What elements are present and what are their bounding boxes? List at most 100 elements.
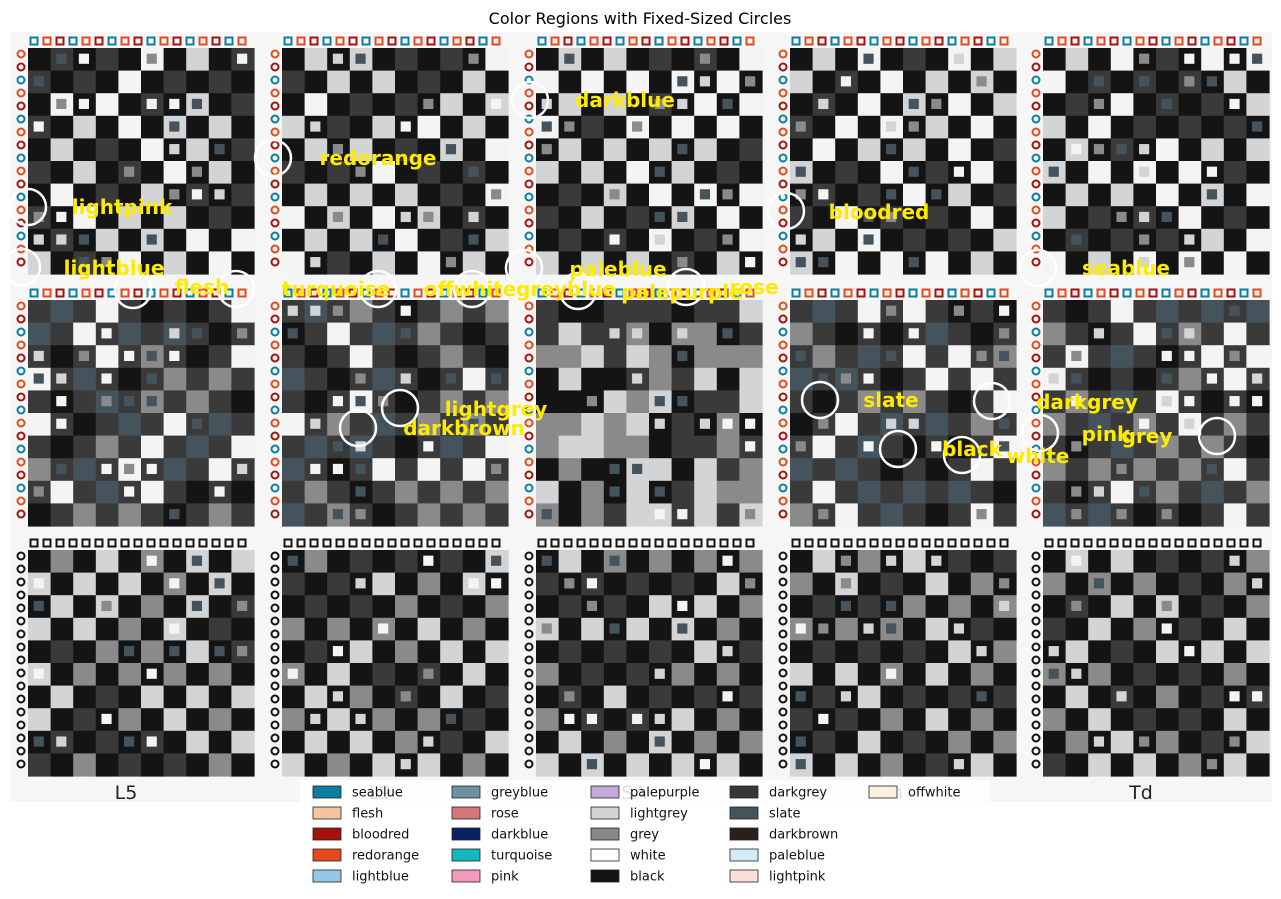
- panel-cell: [95, 753, 119, 777]
- panel-cell: [671, 550, 695, 574]
- panel-cell: [649, 48, 673, 72]
- panel-cell: [925, 595, 949, 619]
- panel-cell: [1133, 115, 1157, 139]
- panel-cell: [440, 48, 464, 72]
- marker-left: [16, 746, 26, 756]
- panel-cell: [1156, 640, 1180, 664]
- panel-patch: [1184, 234, 1195, 245]
- panel-patch: [1252, 373, 1263, 384]
- panel-cell: [1110, 617, 1134, 641]
- marker-top: [1057, 538, 1067, 548]
- panel-cell: [790, 503, 814, 527]
- panel-cell: [835, 390, 859, 414]
- panel-patch: [795, 441, 806, 452]
- panel-cell: [95, 345, 119, 369]
- panel-cell: [603, 663, 627, 687]
- panel-cell: [716, 663, 740, 687]
- panel-cell: [835, 115, 859, 139]
- panel-cell: [141, 595, 165, 619]
- panel-cell: [603, 138, 627, 162]
- marker-left: [778, 759, 788, 769]
- panel-patch: [564, 121, 575, 132]
- marker-left: [270, 301, 280, 311]
- panel-patch: [1184, 646, 1195, 657]
- panel-cell: [1223, 206, 1247, 230]
- panel-patch: [310, 418, 321, 429]
- panel-cell: [118, 595, 142, 619]
- panel-cell: [231, 550, 255, 574]
- panel-patch: [931, 189, 942, 200]
- panel-cell: [1088, 345, 1112, 369]
- marker-left: [16, 327, 26, 337]
- panel-cell: [1246, 93, 1270, 117]
- panel-cell: [73, 413, 97, 437]
- panel-cell: [282, 503, 306, 527]
- panel-cell: [649, 300, 673, 324]
- marker-top: [1174, 538, 1184, 548]
- marker-top: [563, 538, 573, 548]
- panel-cell: [186, 228, 210, 252]
- panel-cell: [73, 503, 97, 527]
- panel-cell: [790, 322, 814, 346]
- panel-cell: [948, 413, 972, 437]
- marker-top: [439, 538, 449, 548]
- panel-cell: [903, 663, 927, 687]
- panel-cell: [1043, 228, 1067, 252]
- panel-cell: [970, 322, 994, 346]
- marker-left: [524, 694, 534, 704]
- panel-cell: [603, 300, 627, 324]
- panel-patch: [818, 713, 829, 725]
- panel-cell: [903, 390, 927, 414]
- panel-cell: [649, 435, 673, 459]
- panel-cell: [349, 595, 373, 619]
- panel-cell: [812, 435, 836, 459]
- panel-cell: [581, 435, 605, 459]
- panel-patch: [1071, 396, 1082, 407]
- marker-top: [693, 538, 703, 548]
- panel-patch: [1161, 373, 1172, 384]
- panel-cell: [694, 640, 718, 664]
- panel-patch: [818, 509, 829, 520]
- panel-cell: [880, 161, 904, 185]
- panel-patch: [400, 691, 411, 702]
- panel-cell: [558, 322, 582, 346]
- panel-cell: [95, 70, 119, 94]
- panel-cell: [903, 458, 927, 482]
- marker-left: [270, 166, 280, 176]
- panel-cell: [812, 572, 836, 596]
- panel-patch: [332, 396, 344, 407]
- panel-patch: [1252, 121, 1263, 132]
- panel-patch: [1161, 623, 1172, 634]
- panel-patch: [332, 305, 344, 316]
- panel-cell: [1065, 300, 1089, 324]
- panel-cell: [282, 345, 306, 369]
- panel-cell: [790, 663, 814, 687]
- legend-label-black: black: [630, 870, 665, 885]
- marker-left: [270, 431, 280, 441]
- panel-cell: [73, 161, 97, 185]
- panel-patch: [609, 691, 620, 702]
- marker-left: [270, 205, 280, 215]
- panel-cell: [739, 390, 763, 414]
- panel-cell: [626, 595, 650, 619]
- panel-cell: [440, 206, 464, 230]
- marker-top: [895, 538, 905, 548]
- panel-cell: [1133, 753, 1157, 777]
- marker-left: [1031, 192, 1041, 202]
- panel-cell: [558, 617, 582, 641]
- panel-cell: [1043, 503, 1067, 527]
- marker-left: [1031, 470, 1041, 480]
- marker-left: [16, 366, 26, 376]
- panel-cell: [694, 300, 718, 324]
- panel-cell: [141, 480, 165, 504]
- panel-cell: [304, 48, 328, 72]
- panel-cell: [73, 708, 97, 732]
- panel-cell: [282, 70, 306, 94]
- panel-cell: [903, 228, 927, 252]
- panel-cell: [558, 300, 582, 324]
- panel-cell: [1156, 300, 1180, 324]
- panel-cell: [671, 708, 695, 732]
- panel-cell: [558, 161, 582, 185]
- panel-cell: [536, 390, 560, 414]
- marker-top: [628, 36, 638, 46]
